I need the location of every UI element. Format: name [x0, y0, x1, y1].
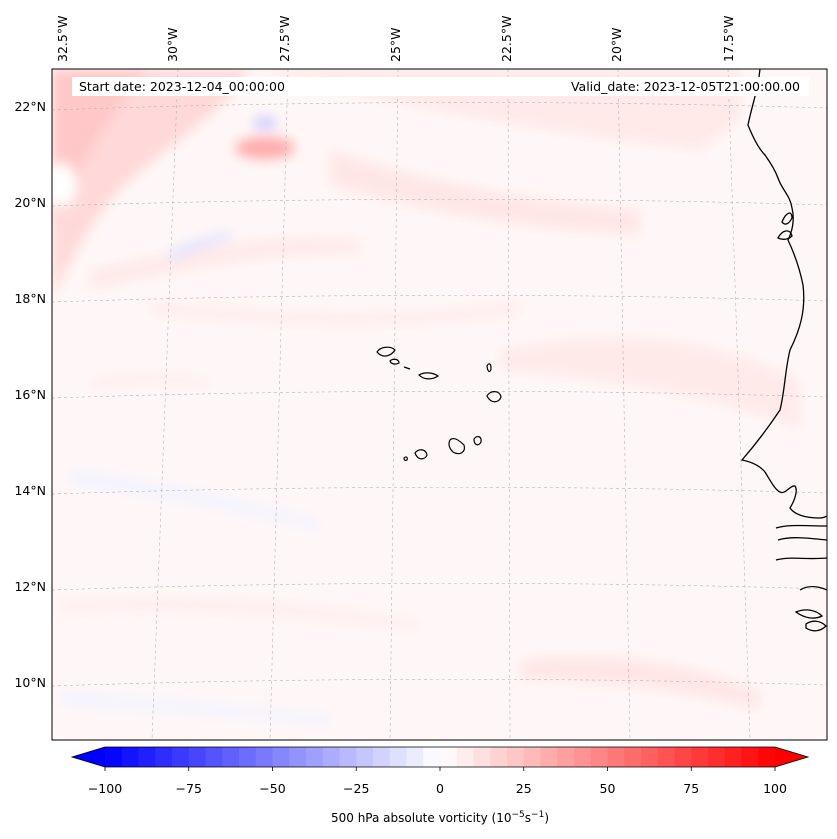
lon-label: 17.5°W — [721, 16, 736, 62]
colorbar-step — [724, 747, 742, 767]
coastlines — [740, 69, 827, 632]
colorbar-tick-label: 25 — [516, 781, 532, 796]
colorbar-step — [456, 747, 474, 767]
colorbar-tick-label: −25 — [343, 781, 369, 796]
colorbar-steps — [105, 747, 776, 767]
colorbar-extend-low-arrow — [72, 747, 105, 767]
colorbar-step — [674, 747, 692, 767]
colorbar-step — [440, 747, 458, 767]
colorbar-step — [657, 747, 675, 767]
latitude-labels: 22°N 20°N 18°N 16°N 14°N 12°N 10°N — [14, 99, 46, 690]
colorbar-step — [239, 747, 257, 767]
colorbar-step — [507, 747, 525, 767]
colorbar-step — [188, 747, 206, 767]
colorbar-tick-label: −100 — [88, 781, 122, 796]
graticule — [52, 69, 827, 740]
lon-label: 20°W — [609, 27, 624, 62]
colorbar-ticks: −100 −75 −50 −25 0 25 50 75 100 — [88, 767, 787, 796]
lat-label: 10°N — [14, 675, 46, 690]
longitude-labels: 32.5°W 30°W 27.5°W 25°W 22.5°W 20°W 17.5… — [55, 16, 736, 62]
colorbar-step — [624, 747, 642, 767]
colorbar-step — [406, 747, 424, 767]
colorbar-step — [255, 747, 273, 767]
lat-label: 16°N — [14, 387, 46, 402]
colorbar-step — [741, 747, 759, 767]
colorbar-step — [574, 747, 592, 767]
colorbar-step — [105, 747, 123, 767]
colorbar-tick-label: 100 — [763, 781, 787, 796]
lon-label: 27.5°W — [277, 16, 292, 62]
lon-label: 32.5°W — [55, 16, 70, 62]
date-banner — [72, 77, 809, 96]
colorbar-step — [557, 747, 575, 767]
colorbar-step — [172, 747, 190, 767]
colorbar-extend-high-arrow — [775, 747, 808, 767]
africa-coastline — [740, 69, 827, 519]
colorbar-step — [272, 747, 290, 767]
lon-label: 30°W — [165, 27, 180, 62]
lat-label: 12°N — [14, 579, 46, 594]
map-frame — [51, 68, 828, 741]
lat-label: 14°N — [14, 483, 46, 498]
colorbar-step — [540, 747, 558, 767]
lat-label: 18°N — [14, 291, 46, 306]
lat-label: 22°N — [14, 99, 46, 114]
colorbar-tick-label: −50 — [259, 781, 285, 796]
colorbar-step — [289, 747, 307, 767]
colorbar-step — [758, 747, 776, 767]
colorbar-step — [356, 747, 374, 767]
lon-label: 25°W — [388, 27, 403, 62]
colorbar-step — [607, 747, 625, 767]
colorbar-tick-label: 75 — [683, 781, 699, 796]
colorbar-step — [490, 747, 508, 767]
colorbar-step — [389, 747, 407, 767]
colorbar: −100 −75 −50 −25 0 25 50 75 100 500 hPa … — [70, 746, 810, 825]
colorbar-step — [155, 747, 173, 767]
lat-label: 20°N — [14, 195, 46, 210]
colorbar-step — [473, 747, 491, 767]
colorbar-step — [306, 747, 324, 767]
start-date-label: Start date: 2023-12-04_00:00:00 — [79, 79, 285, 94]
colorbar-step — [590, 747, 608, 767]
colorbar-step — [339, 747, 357, 767]
colorbar-tick-label: 0 — [436, 781, 444, 796]
colorbar-step — [205, 747, 223, 767]
colorbar-step — [121, 747, 139, 767]
valid-date-label: Valid_date: 2023-12-05T21:00:00.00 — [571, 79, 800, 94]
colorbar-step — [423, 747, 441, 767]
vorticity-field — [52, 69, 827, 740]
lon-label: 22.5°W — [499, 16, 514, 62]
colorbar-step — [373, 747, 391, 767]
colorbar-title: 500 hPa absolute vorticity (10−5s−1) — [331, 810, 549, 825]
colorbar-step — [138, 747, 156, 767]
colorbar-tick-label: −75 — [176, 781, 202, 796]
colorbar-step — [322, 747, 340, 767]
colorbar-tick-label: 50 — [600, 781, 616, 796]
colorbar-step — [523, 747, 541, 767]
cape-verde-islands — [376, 346, 502, 461]
colorbar-step — [222, 747, 240, 767]
colorbar-step — [641, 747, 659, 767]
colorbar-step — [708, 747, 726, 767]
colorbar-step — [691, 747, 709, 767]
